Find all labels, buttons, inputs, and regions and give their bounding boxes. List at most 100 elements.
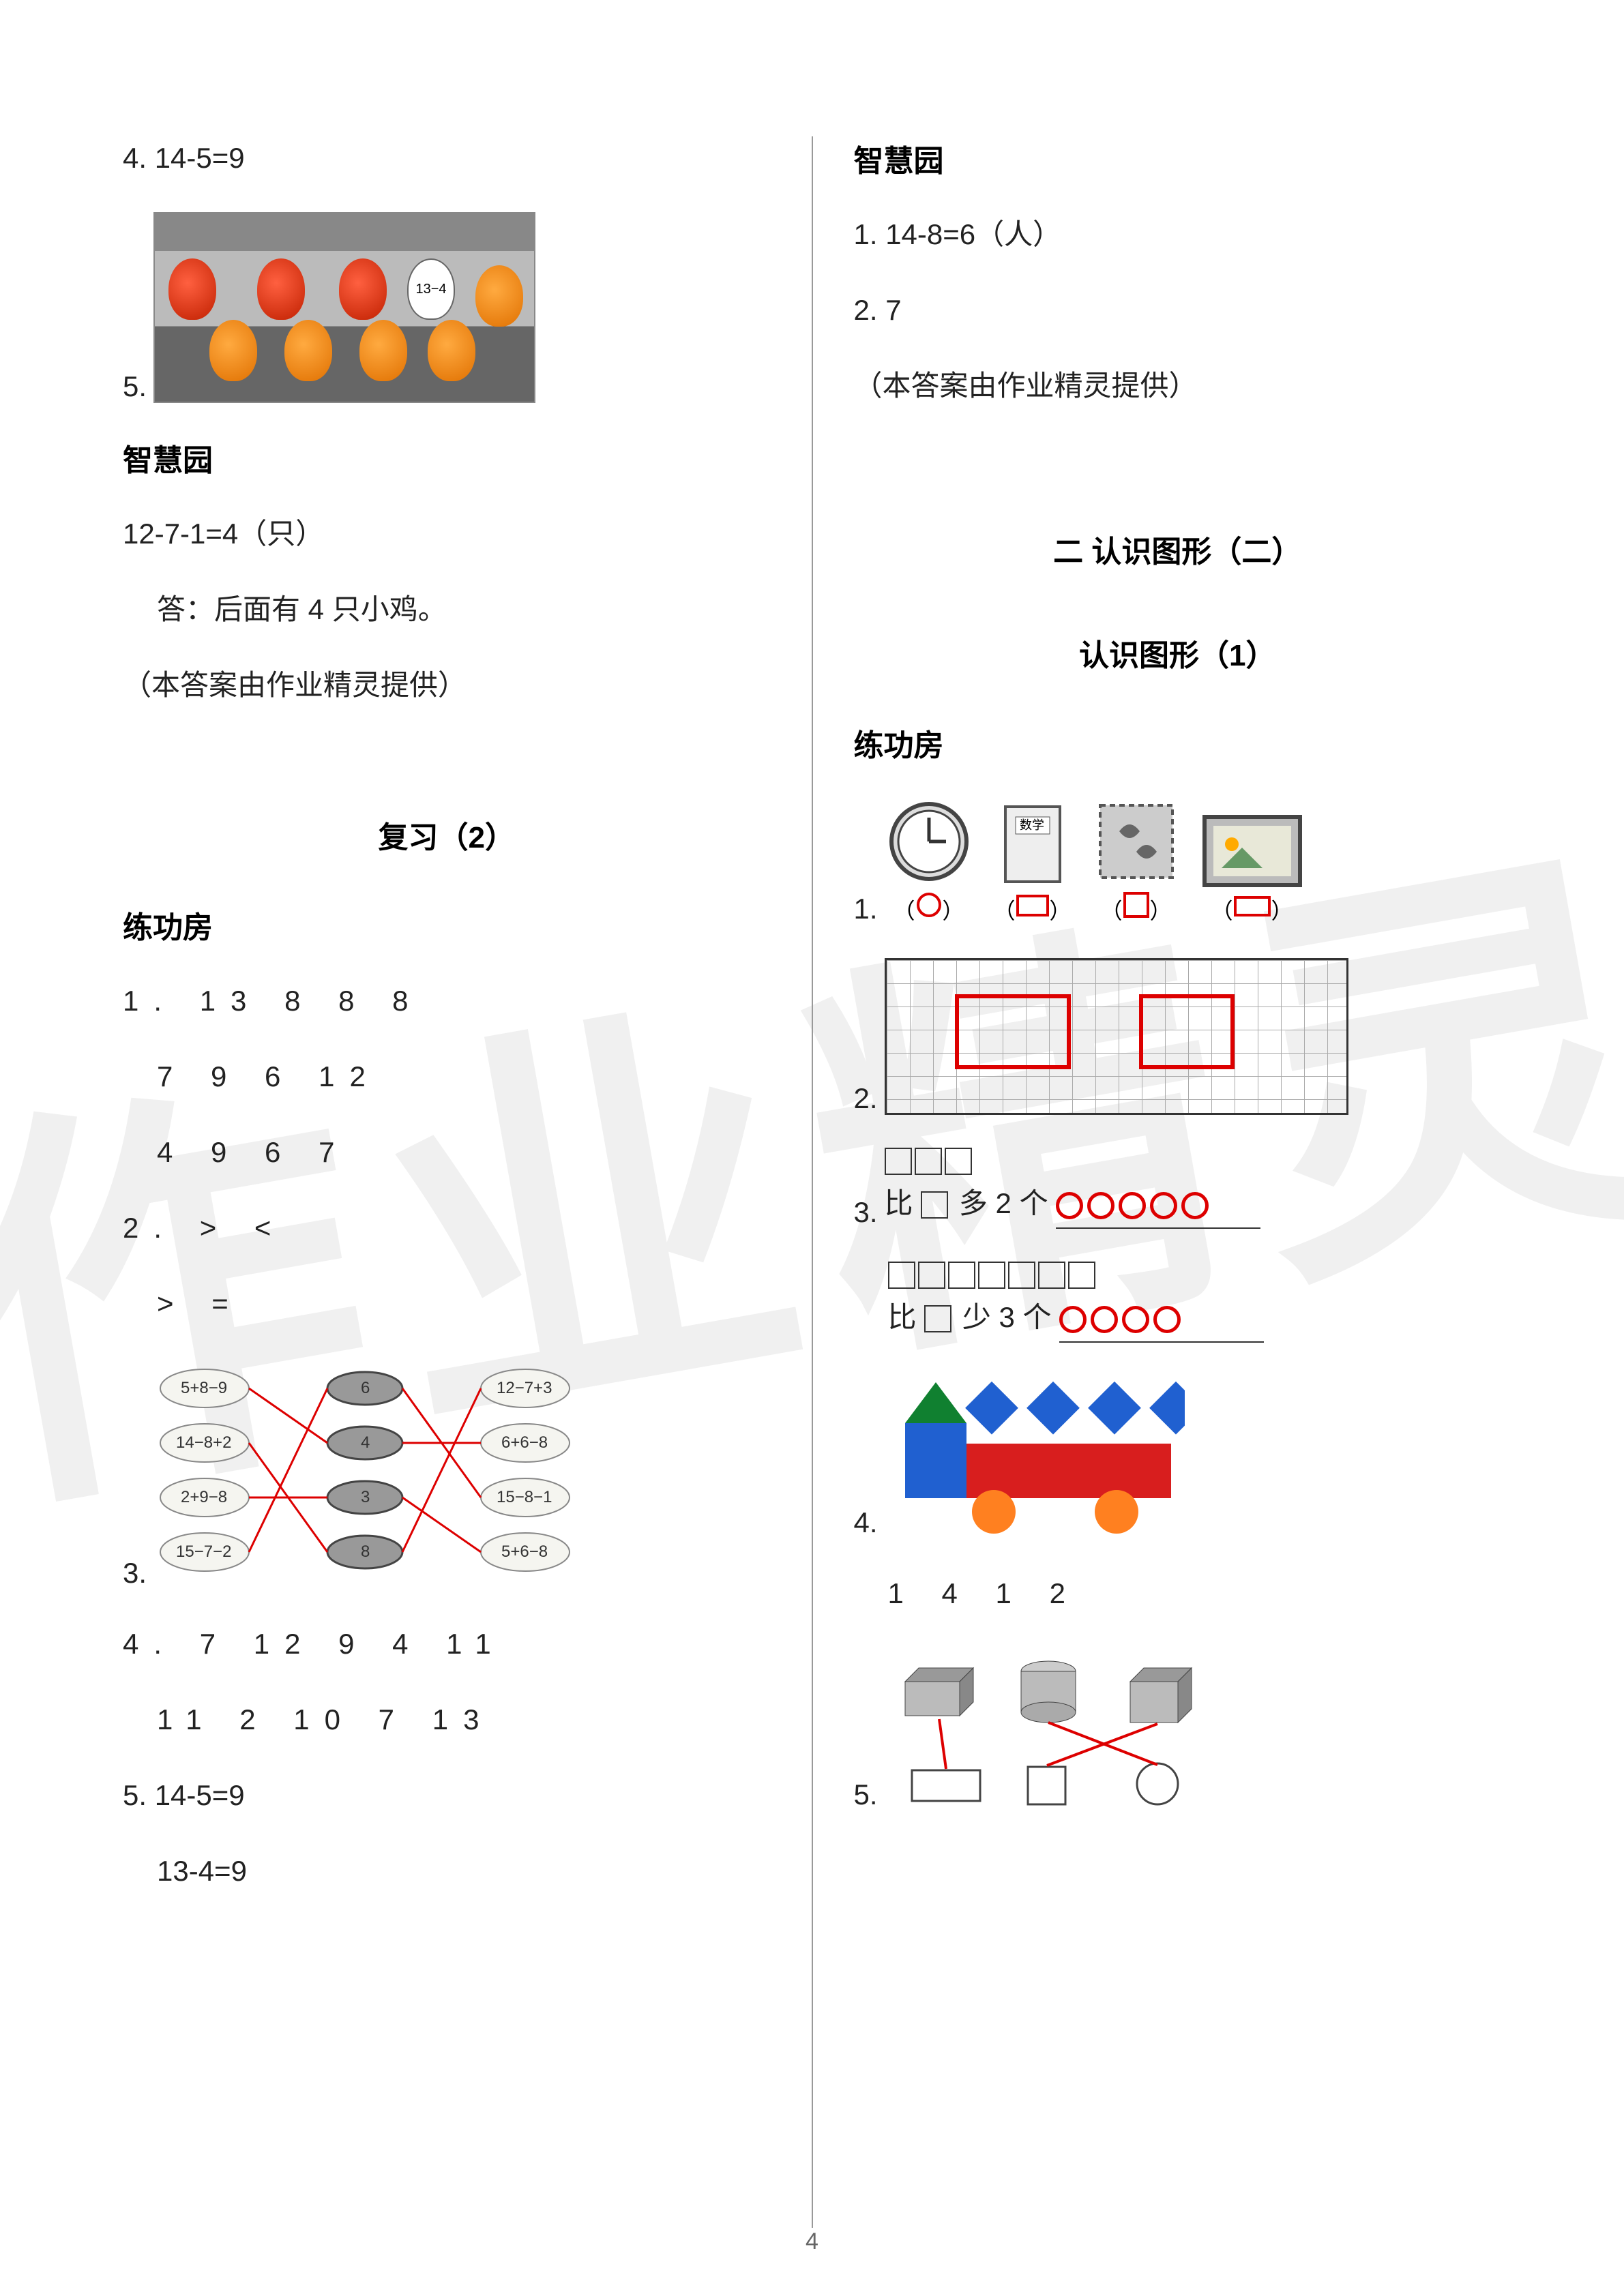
p1-row2: 7 9 6 12 [123, 1055, 771, 1098]
square-icon [978, 1262, 1005, 1289]
column-left: 4. 14-5=9 5. 13−4 智慧园 12-7-1=4（只） 答：后面有 … [123, 136, 805, 2228]
p3-text-row: 比 多 2 个 [885, 1182, 1261, 1229]
p3b-shao: 少 3 个 [962, 1301, 1052, 1333]
answer-underline [1059, 1296, 1264, 1343]
cuboid-icon [905, 1668, 973, 1716]
p1-row3: 4 9 6 7 [123, 1131, 771, 1174]
chapter-title: 二 认识图形（二） [854, 527, 1502, 571]
r-p1-num: 1. [854, 893, 878, 925]
p4-row1: 4. 7 12 9 4 11 [123, 1622, 771, 1665]
r-p3-num: 3. [854, 1196, 878, 1229]
book-icon: 数学 [995, 800, 1070, 889]
square-icon [945, 1148, 972, 1175]
shape-item-clock: （） [885, 797, 973, 925]
p3-bi: 比 [885, 1187, 913, 1219]
r-p4-num: 4. [854, 1506, 878, 1539]
square-icon [918, 1262, 945, 1289]
square-icon [1028, 1767, 1065, 1804]
page: 作业精灵 4. 14-5=9 5. 13−4 智慧园 [0, 0, 1624, 2296]
redline [249, 1388, 327, 1443]
matching-diagram: 5+8−9 14−8+2 2+9−8 15−7−2 6 4 3 8 12−7 [153, 1358, 576, 1590]
wisdom-heading-r: 智慧园 [854, 136, 1502, 180]
onion-label-text: 13−4 [416, 282, 447, 297]
square-icon [888, 1262, 915, 1289]
shape-label: （） [1211, 894, 1293, 925]
svg-text:数学: 数学 [1020, 818, 1044, 832]
truck-shapes-image [885, 1375, 1185, 1539]
shape-item-book: 数学 （） [994, 800, 1072, 925]
match-r4: 5+6−8 [501, 1542, 548, 1561]
p2-row2: > = [123, 1282, 771, 1325]
p3-squares-row [885, 1148, 1261, 1175]
r-q2: 2. 7 [854, 288, 1502, 331]
column-right: 智慧园 1. 14-8=6（人） 2. 7 （本答案由作业精灵提供） 二 认识图… [820, 136, 1502, 2228]
p4-counts: 1 4 1 2 [854, 1572, 1502, 1615]
square-icon [948, 1262, 975, 1289]
r-q1: 1. 14-8=6（人） [854, 213, 1502, 256]
r-p2-num: 2. [854, 1082, 878, 1115]
circle-icon [1150, 1192, 1177, 1219]
practice-heading: 练功房 [123, 903, 771, 946]
p2-row1: 2. > < [123, 1206, 771, 1249]
shapes-row: （） 数学 （） （） （） [885, 797, 1303, 925]
match-l4: 15−7−2 [176, 1542, 231, 1561]
red-rectangle [1139, 994, 1235, 1069]
triangle-icon [905, 1382, 966, 1423]
diamond-icon [1149, 1382, 1185, 1435]
match-r2: 6+6−8 [501, 1433, 548, 1452]
match-m4: 8 [361, 1542, 370, 1561]
square-icon [915, 1148, 942, 1175]
redline [402, 1497, 481, 1552]
q5-row: 5. 13−4 [123, 212, 771, 403]
onion-icon [209, 320, 257, 381]
diamond-icon [1088, 1382, 1141, 1435]
spacer [854, 440, 1502, 481]
redline [249, 1388, 327, 1552]
onion-icon [257, 258, 305, 320]
page-number: 4 [806, 2228, 818, 2255]
p3b-bi: 比 [888, 1301, 917, 1333]
oval-group: 6 4 3 8 [327, 1372, 402, 1568]
square-icon [921, 1191, 948, 1219]
p3b-content: 比 少 3 个 [854, 1262, 1502, 1343]
p3-content: 比 多 2 个 [885, 1148, 1261, 1229]
p5-row1: 5. 14-5=9 [123, 1774, 771, 1817]
practice-heading-r: 练功房 [854, 721, 1502, 764]
square-icon [885, 1148, 912, 1175]
p3-row: 3. 5+8−9 14−8+2 2+9−8 15−7−2 6 4 3 8 [123, 1358, 771, 1590]
redline [402, 1388, 481, 1552]
picture-icon [1201, 814, 1303, 889]
p3-duo: 多 2 个 [959, 1187, 1048, 1219]
rectangle-icon [912, 1770, 980, 1801]
onion-icon [284, 320, 332, 381]
p1-row1: 1. 13 8 8 8 [123, 979, 771, 1022]
shape-match-image [885, 1648, 1226, 1811]
onion-image: 13−4 [153, 212, 535, 403]
grid-image [885, 958, 1348, 1115]
p5-row2: 13-4=9 [123, 1849, 771, 1892]
onion-label: 13−4 [407, 258, 455, 320]
p3-num: 3. [123, 1557, 147, 1590]
shape-item-picture: （） [1201, 814, 1303, 925]
onion-icon [359, 320, 407, 381]
square-icon [905, 1423, 966, 1498]
square-icon [1068, 1262, 1095, 1289]
red-rectangle [955, 994, 1071, 1069]
onion-icon [339, 258, 387, 320]
onion-icon [475, 265, 523, 327]
cylinder-icon [1021, 1661, 1076, 1723]
credit-text-r: （本答案由作业精灵提供） [854, 364, 1502, 407]
wheel-icon [1095, 1490, 1138, 1534]
wisdom-eq: 12-7-1=4（只） [123, 512, 771, 555]
q4-text: 4. 14-5=9 [123, 136, 771, 179]
column-divider [812, 136, 813, 2228]
diamond-icon [965, 1382, 1018, 1435]
circle-icon [1059, 1306, 1087, 1333]
onion-icon [428, 320, 475, 381]
square-icon [924, 1305, 951, 1332]
circle-icon [1122, 1306, 1149, 1333]
match-l1: 5+8−9 [181, 1379, 227, 1397]
square-icon [1008, 1262, 1035, 1289]
stamp-icon [1092, 797, 1181, 886]
match-m1: 6 [361, 1379, 370, 1397]
